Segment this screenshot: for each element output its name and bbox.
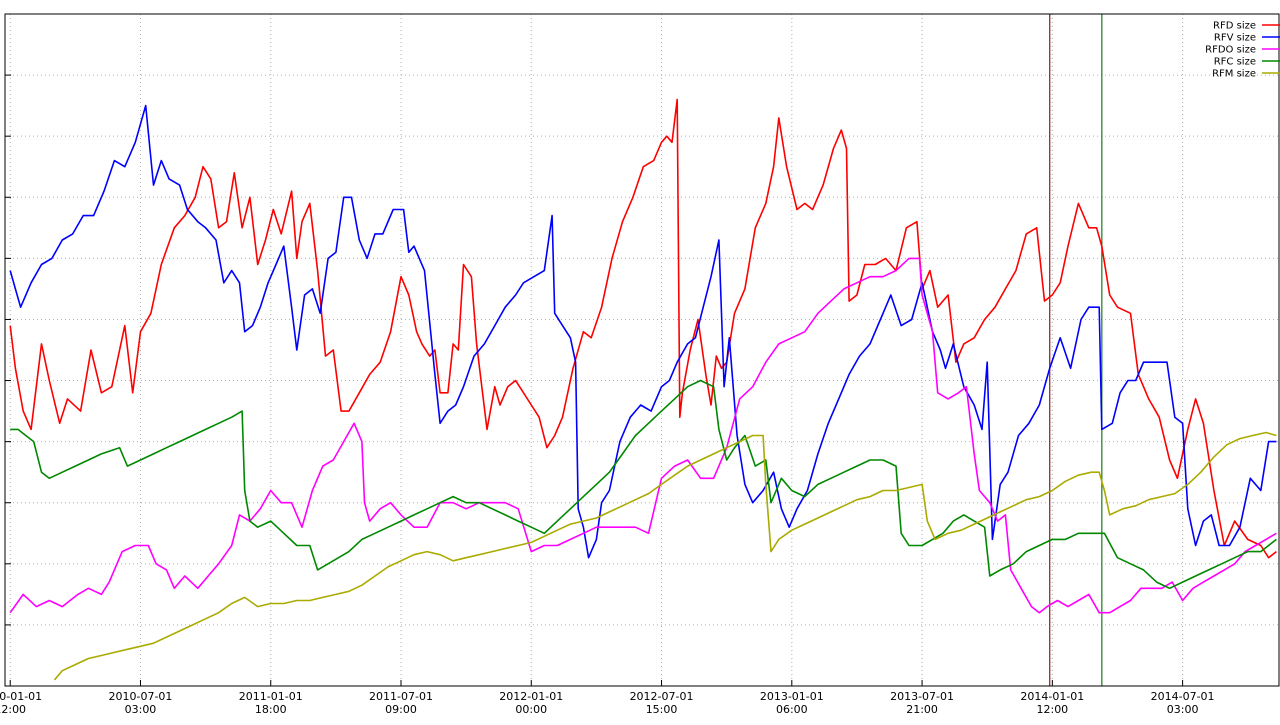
series-layer [9, 98, 1277, 681]
x-tick-label-date: 2012-07-01 [630, 690, 694, 703]
x-tick-label-date: 2013-07-01 [890, 690, 954, 703]
x-tick-label-date: 2011-01-01 [239, 690, 303, 703]
x-tick-label-time: 09:00 [385, 703, 417, 716]
series-line-rfv-size [9, 104, 1277, 559]
series-line-rfm-size [53, 431, 1277, 681]
x-tick-label-time: 15:00 [646, 703, 678, 716]
x-tick-label-date: 2014-01-01 [1020, 690, 1084, 703]
x-tick-label-time: 06:00 [776, 703, 808, 716]
x-tick-label-time: 21:00 [906, 703, 938, 716]
x-tick-label-date: 2012-01-01 [499, 690, 563, 703]
plot-frame [4, 13, 1280, 687]
x-tick-label-time: 12:00 [1036, 703, 1068, 716]
x-tick-label-time: 18:00 [255, 703, 287, 716]
legend-label-rfdo-size: RFDO size [1205, 45, 1256, 56]
x-tick-label-time: 12:00 [0, 703, 26, 716]
grid-layer [5, 14, 1279, 686]
x-tick-label-time: 00:00 [515, 703, 547, 716]
x-tick-label-date: 2011-07-01 [369, 690, 433, 703]
series-line-rfdo-size [9, 257, 1277, 614]
x-axis-ticks: 2010-01-0112:002010-07-0103:002011-01-01… [0, 680, 1215, 716]
legend-label-rfm-size: RFM size [1212, 69, 1256, 80]
x-tick-label-date: 2010-01-01 [0, 690, 42, 703]
plot-border [4, 13, 1280, 687]
series-line-rfd-size [9, 98, 1277, 559]
series-line-rfc-size [10, 379, 1277, 590]
x-tick-label-date: 2010-07-01 [109, 690, 173, 703]
legend-label-rfc-size: RFC size [1214, 57, 1256, 68]
legend-label-rfv-size: RFV size [1214, 33, 1256, 44]
x-tick-label-date: 2014-07-01 [1151, 690, 1215, 703]
x-tick-label-time: 03:00 [1167, 703, 1199, 716]
legend-label-rfd-size: RFD size [1213, 21, 1256, 32]
x-tick-label-date: 2013-01-01 [760, 690, 824, 703]
x-tick-label-time: 03:00 [125, 703, 157, 716]
vertical-marker-layer [1049, 14, 1103, 686]
